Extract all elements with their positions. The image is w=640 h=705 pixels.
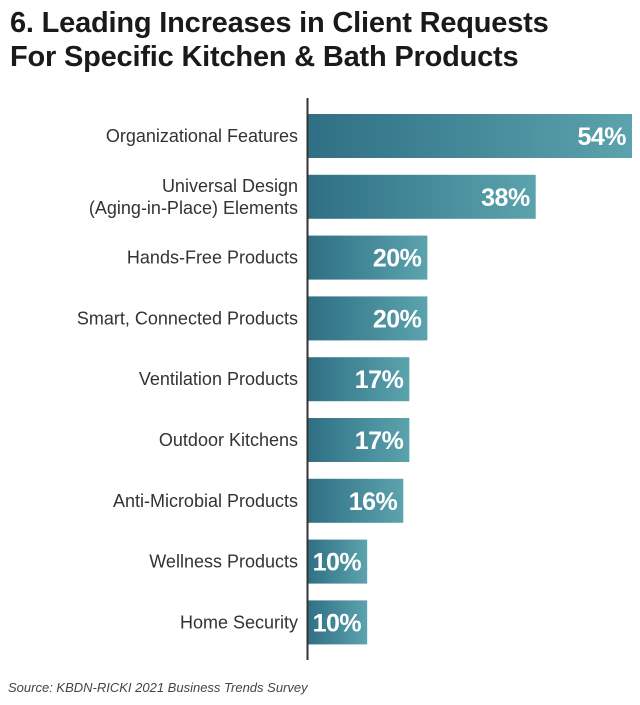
bar-value-label: 17% xyxy=(355,366,404,394)
bar-value-label: 16% xyxy=(349,488,398,516)
category-label: Home Security xyxy=(180,612,298,632)
category-label: Smart, Connected Products xyxy=(77,308,298,328)
category-label: Organizational Features xyxy=(106,126,298,146)
source-note: Source: KBDN-RICKI 2021 Business Trends … xyxy=(8,680,308,695)
bar xyxy=(307,296,428,341)
bar-value-label: 10% xyxy=(313,609,362,637)
bar xyxy=(307,357,410,402)
bar-value-label: 38% xyxy=(481,184,530,212)
bar xyxy=(307,418,410,462)
bar-chart: Organizational Features Universal Design(… xyxy=(77,98,632,660)
bar-value-label: 17% xyxy=(355,427,404,455)
value-labels-layer: 54% 38% 20% 20% 17% 17% 16% 10% 10% xyxy=(313,123,627,637)
category-label: Universal Design xyxy=(162,176,298,196)
bar xyxy=(307,478,404,523)
bar xyxy=(307,114,632,158)
chart-title: 6. Leading Increases in Client Requests … xyxy=(10,6,630,74)
bar xyxy=(307,174,536,219)
category-label: Hands-Free Products xyxy=(127,248,298,268)
bar-value-label: 20% xyxy=(373,305,422,333)
bar-value-label: 54% xyxy=(577,123,626,151)
bar-value-label: 10% xyxy=(313,549,362,577)
chart-title-line-2: For Specific Kitchen & Bath Products xyxy=(10,41,519,73)
category-label: Outdoor Kitchens xyxy=(159,430,298,450)
category-label: Wellness Products xyxy=(149,552,298,572)
category-label: Anti-Microbial Products xyxy=(113,491,298,511)
bars-layer xyxy=(307,114,632,645)
bar-value-label: 20% xyxy=(373,245,422,273)
category-label: (Aging-in-Place) Elements xyxy=(89,198,298,218)
bar xyxy=(307,539,368,584)
chart-title-line-1: 6. Leading Increases in Client Requests xyxy=(10,7,549,39)
bar xyxy=(307,235,428,280)
category-labels-layer: Organizational Features Universal Design(… xyxy=(77,126,298,632)
bar xyxy=(307,600,368,645)
category-label: Ventilation Products xyxy=(139,369,298,389)
